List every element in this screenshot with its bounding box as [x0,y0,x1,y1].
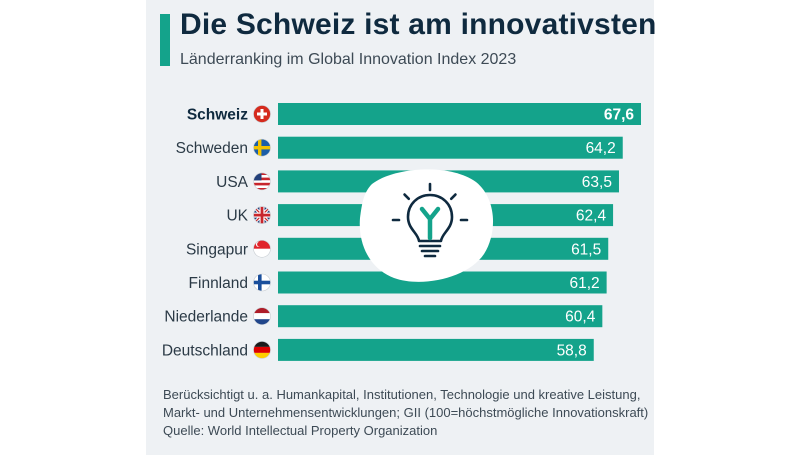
bar-row: Deutschland 58,8 [162,338,594,361]
value-label: 64,2 [586,140,616,157]
title-accent-bar [160,14,170,66]
chart-subtitle: Länderranking im Global Innovation Index… [180,51,517,68]
bar-row: Schweiz 67,6 [187,103,641,125]
category-label: Finnland [189,275,248,292]
bar [278,103,641,125]
value-label: 67,6 [604,107,635,124]
category-label: Schweden [176,140,248,157]
bar-chart: Schweiz 67,6 Schweden 64,2 USA 63,5 UK 62,4 Sing… [162,103,641,361]
value-label: 60,4 [565,309,596,326]
value-label: 62,4 [576,208,607,225]
netherlands-flag-icon [253,307,271,325]
value-label: 61,5 [571,241,601,258]
usa-flag-icon [253,172,271,191]
finland-flag-icon [253,273,271,292]
category-label: UK [226,208,248,225]
footnote: Berücksichtigt u. a. Humankapital, Insti… [163,386,648,440]
category-label: Deutschland [162,342,248,359]
chart-title: Die Schweiz ist am innovativsten [180,8,657,41]
bar [278,136,623,159]
value-label: 58,8 [557,342,587,359]
category-label: Niederlande [164,309,248,326]
singapore-flag-icon [253,240,271,258]
switzerland-flag-icon [253,105,271,123]
bar [278,271,607,294]
footnote-line-1: Berücksichtigt u. a. Humankapital, Insti… [163,387,641,402]
lightbulb-icon [359,169,494,282]
sweden-flag-icon [253,138,271,157]
footnote-line-3: Quelle: World Intellectual Property Orga… [163,423,438,438]
bar [278,305,603,328]
uk-flag-icon [253,206,271,224]
category-label: Schweiz [187,107,248,124]
bar [278,338,594,361]
bar-row: Niederlande 60,4 [164,305,603,328]
value-label: 63,5 [582,174,612,191]
footnote-line-2: Markt- und Unternehmensentwicklungen; GI… [163,405,649,420]
value-label: 61,2 [569,275,599,292]
germany-flag-icon [253,341,271,359]
category-label: USA [216,174,249,191]
bar-row: Finnland 61,2 [189,271,607,294]
category-label: Singapur [186,241,248,258]
bar-row: Schweden 64,2 [176,136,623,159]
